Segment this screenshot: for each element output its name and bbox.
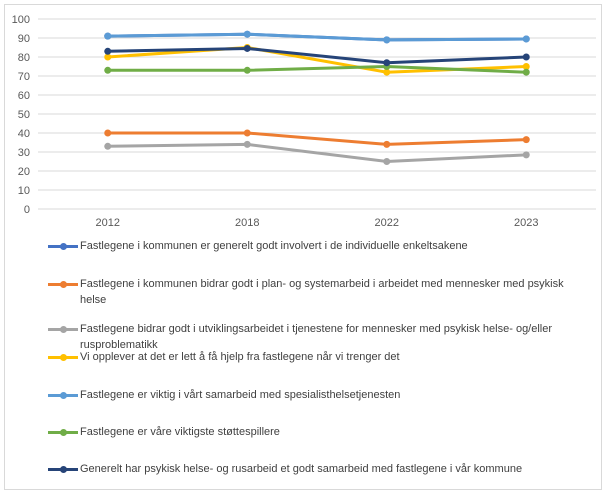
y-tick-label: 90 xyxy=(18,33,30,45)
legend-label: Fastlegene bidrar godt i utviklingsarbei… xyxy=(80,323,553,351)
data-point-series-7 xyxy=(383,59,391,67)
legend-item: Fastlegene er viktig i vårt samarbeid me… xyxy=(48,387,588,403)
line-chart: 0 10 20 30 40 50 60 70 80 90 100 2012 2018 2022 2023 xyxy=(12,14,596,229)
legend-label: Fastlegene i kommunen bidrar godt i plan… xyxy=(80,278,564,306)
data-point-series-2 xyxy=(243,129,251,137)
y-tick-label: 40 xyxy=(18,128,30,140)
y-tick-label: 20 xyxy=(18,166,30,178)
legend-label: Fastlegene er viktig i vårt samarbeid me… xyxy=(80,389,401,401)
legend-item: Fastlegene er våre viktigste støttespill… xyxy=(48,424,588,440)
data-point-series-6 xyxy=(522,68,530,76)
series-line-7 xyxy=(106,46,528,65)
data-point-series-7 xyxy=(104,47,112,55)
legend-swatch xyxy=(48,425,78,439)
legend-swatch xyxy=(48,322,78,336)
x-tick-label: 2022 xyxy=(375,217,399,229)
legend-swatch xyxy=(48,239,78,253)
data-point-series-6 xyxy=(104,66,112,74)
legend-item: Fastlegene i kommunen er generelt godt i… xyxy=(48,238,588,254)
legend-swatch xyxy=(48,462,78,476)
y-tick-label: 80 xyxy=(18,52,30,64)
data-point-series-2 xyxy=(383,140,391,148)
data-point-series-5 xyxy=(243,30,251,38)
data-point-series-3 xyxy=(383,158,391,165)
legend-item: Generelt har psykisk helse- og rusarbeid… xyxy=(48,461,588,477)
data-point-series-4 xyxy=(104,53,112,61)
series-line-5 xyxy=(106,32,528,42)
chart-frame xyxy=(4,4,602,490)
data-point-series-4 xyxy=(383,68,391,76)
legend-label: Fastlegene er våre viktigste støttespill… xyxy=(80,426,280,438)
legend-item: Fastlegene bidrar godt i utviklingsarbei… xyxy=(48,321,588,353)
data-point-series-5 xyxy=(104,32,112,40)
y-tick-label: 60 xyxy=(18,90,30,102)
legend-swatch xyxy=(48,350,78,364)
data-point-series-3 xyxy=(243,140,251,148)
data-point-series-5 xyxy=(522,35,530,43)
x-tick-label: 2023 xyxy=(514,217,538,229)
legend-swatch xyxy=(48,388,78,402)
x-tick-label: 2018 xyxy=(235,217,259,229)
data-point-series-7 xyxy=(243,44,251,52)
data-point-series-4 xyxy=(522,63,530,70)
legend-swatch xyxy=(48,277,78,291)
legend-label: Generelt har psykisk helse- og rusarbeid… xyxy=(80,463,523,475)
data-point-series-5 xyxy=(383,36,391,44)
data-point-series-6 xyxy=(243,66,251,74)
y-tick-label: 70 xyxy=(18,71,30,83)
legend-label: Vi opplever at det er lett å få hjelp fr… xyxy=(80,351,400,363)
series-line-2 xyxy=(106,131,528,146)
y-tick-label: 30 xyxy=(18,147,30,159)
data-point-series-2 xyxy=(104,129,112,137)
data-point-series-3 xyxy=(522,151,530,159)
series-line-6 xyxy=(106,65,528,74)
y-tick-label: 10 xyxy=(18,185,30,197)
legend-item: Vi opplever at det er lett å få hjelp fr… xyxy=(48,349,588,365)
data-point-series-2 xyxy=(522,136,530,144)
legend-item: Fastlegene i kommunen bidrar godt i plan… xyxy=(48,276,588,308)
y-tick-label: 50 xyxy=(18,109,30,121)
y-tick-label: 0 xyxy=(24,204,30,216)
data-point-series-7 xyxy=(522,53,530,61)
y-tick-label: 100 xyxy=(12,14,30,26)
legend-label: Fastlegene i kommunen er generelt godt i… xyxy=(80,240,468,252)
series-line-3 xyxy=(106,142,528,163)
data-point-series-3 xyxy=(104,142,112,150)
x-tick-label: 2012 xyxy=(96,217,120,229)
